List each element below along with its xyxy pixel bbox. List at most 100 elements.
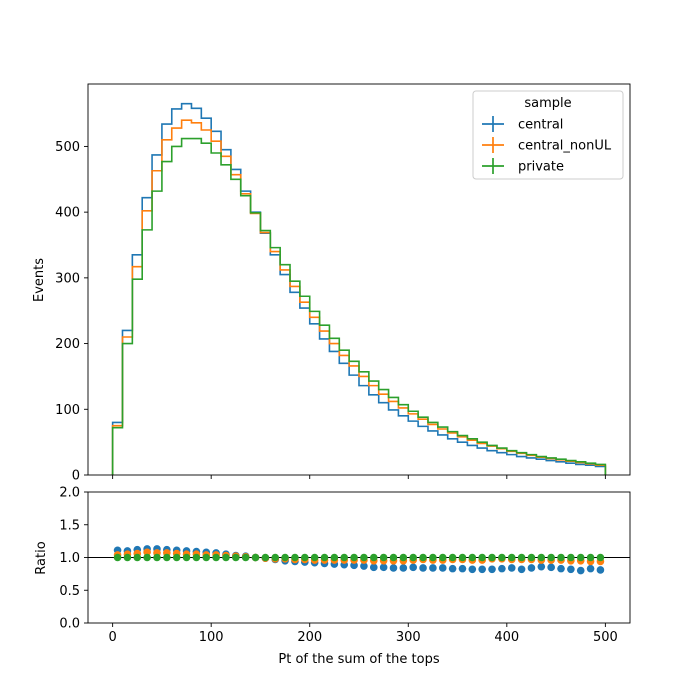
- legend-label: private: [518, 160, 564, 175]
- x-tick-label: 500: [593, 630, 618, 645]
- ratio-y-tick-label: 0.0: [59, 617, 80, 632]
- y-tick-label: 300: [55, 271, 80, 286]
- y-tick-label: 200: [55, 337, 80, 352]
- ratio-point-central-nonul: [143, 548, 151, 557]
- ratio-point-central: [360, 562, 368, 570]
- ratio-point-central: [478, 565, 486, 574]
- ratio-point-central: [557, 564, 565, 573]
- ratio-point-private: [429, 553, 437, 562]
- x-tick-label: 300: [396, 630, 421, 645]
- ratio-point-central: [498, 564, 506, 573]
- main-series-layer: [111, 102, 607, 475]
- ratio-point-private: [478, 553, 486, 562]
- ratio-point-private: [330, 553, 339, 562]
- ratio-point-private: [576, 553, 585, 562]
- ratio-y-tick-label: 2.0: [59, 486, 80, 501]
- ratio-point-private: [498, 553, 506, 562]
- ratio-point-private: [517, 553, 526, 562]
- ratio-point-central: [419, 564, 427, 572]
- ratio-point-private: [369, 553, 378, 562]
- ratio-point-private: [271, 553, 280, 562]
- ratio-point-private: [567, 553, 575, 562]
- main-y-axis: 0 100 200 300 400 500: [55, 140, 88, 484]
- y-tick-label: 100: [55, 403, 80, 418]
- ratio-point-private: [419, 553, 427, 562]
- ratio-point-private: [212, 553, 220, 562]
- main-plot-frame: [87, 83, 631, 476]
- ratio-point-central: [488, 565, 496, 574]
- x-tick-label: 200: [297, 630, 322, 645]
- ratio-point-central: [429, 564, 437, 572]
- ratio-point-private: [291, 553, 299, 562]
- ratio-point-central: [567, 565, 575, 574]
- ratio-point-central: [350, 561, 358, 570]
- ratio-y-tick-label: 1.5: [59, 518, 80, 533]
- ratio-plot-frame: [87, 491, 631, 624]
- ratio-point-central: [458, 564, 467, 573]
- ratio-point-private: [133, 553, 142, 562]
- ratio-y-axis-label: Ratio: [34, 541, 49, 574]
- legend-title: sample: [524, 96, 571, 111]
- ratio-point-private: [596, 553, 605, 562]
- ratio-point-private: [251, 553, 260, 562]
- ratio-point-private: [507, 553, 516, 562]
- ratio-point-central: [389, 564, 398, 572]
- ratio-point-central: [379, 563, 388, 572]
- series-line-private: [111, 137, 607, 475]
- main-x-axis: [112, 475, 606, 479]
- ratio-point-private: [281, 553, 289, 562]
- ratio-point-private: [153, 553, 161, 562]
- ratio-point-private: [320, 553, 329, 562]
- ratio-point-central: [438, 564, 447, 572]
- ratio-point-private: [360, 553, 368, 562]
- ratio-point-private: [350, 553, 358, 562]
- ratio-point-central: [527, 564, 536, 572]
- ratio-point-private: [448, 553, 457, 562]
- ratio-point-private: [310, 553, 319, 562]
- ratio-point-central: [547, 563, 555, 572]
- ratio-point-central: [596, 566, 605, 574]
- ratio-x-axis: 0 100 200 300 400 500: [108, 623, 618, 645]
- ratio-point-private: [202, 553, 211, 562]
- y-tick-label: 400: [55, 206, 80, 221]
- ratio-point-private: [557, 553, 565, 562]
- ratio-point-private: [527, 553, 536, 562]
- ratio-point-private: [301, 553, 309, 562]
- y-tick-label: 500: [55, 140, 80, 155]
- ratio-point-central: [586, 564, 595, 573]
- ratio-point-private: [399, 553, 408, 562]
- series-line-central: [111, 102, 607, 475]
- ratio-y-tick-label: 1.0: [59, 551, 80, 566]
- ratio-point-private: [192, 553, 201, 562]
- ratio-point-private: [182, 553, 191, 562]
- ratio-point-central: [576, 566, 585, 575]
- ratio-point-private: [340, 553, 349, 562]
- ratio-point-private: [488, 553, 496, 562]
- ratio-point-central: [537, 562, 546, 571]
- ratio-y-tick-label: 0.5: [59, 584, 80, 599]
- x-tick-label: 400: [494, 630, 519, 645]
- ratio-point-private: [123, 553, 132, 562]
- ratio-point-private: [547, 553, 555, 562]
- ratio-point-private: [409, 553, 418, 562]
- x-axis-label: Pt of the sum of the tops: [278, 652, 439, 667]
- ratio-point-central: [517, 565, 526, 574]
- ratio-point-central: [468, 565, 477, 574]
- ratio-point-private: [379, 553, 388, 562]
- ratio-point-private: [261, 553, 270, 562]
- ratio-y-axis: 0.0 0.5 1.0 1.5 2.0: [59, 486, 88, 632]
- ratio-point-private: [389, 553, 398, 562]
- x-tick-label: 0: [108, 630, 116, 645]
- y-tick-label: 0: [72, 469, 80, 484]
- ratio-series-layer: [113, 545, 605, 575]
- ratio-point-private: [222, 553, 230, 562]
- ratio-point-private: [232, 553, 240, 562]
- ratio-point-private: [163, 553, 171, 562]
- ratio-point-private: [241, 553, 250, 562]
- legend-label: central: [518, 118, 563, 133]
- ratio-point-private: [172, 553, 181, 562]
